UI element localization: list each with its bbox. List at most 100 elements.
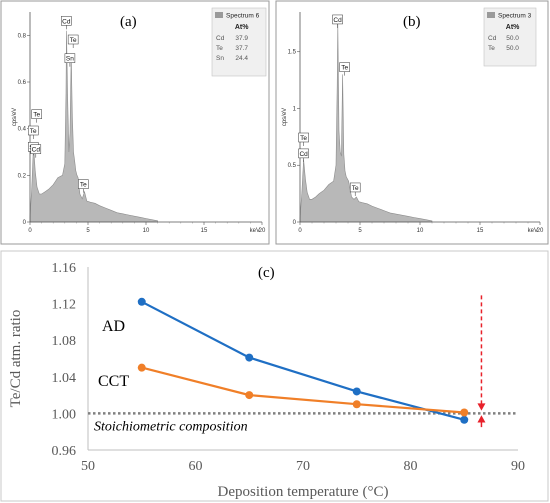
data-point-ad — [352, 387, 361, 396]
x-tick-label: 10 — [417, 228, 424, 234]
spectrum-area — [299, 23, 433, 223]
peak-label: Sn — [66, 56, 74, 63]
panel-b-letter: (b) — [403, 14, 421, 30]
peak-label: Te — [30, 128, 37, 135]
y-tick-label: 0.4 — [18, 127, 27, 133]
peak-label-box — [27, 125, 39, 136]
peak-label-box — [61, 16, 72, 26]
y-tick-label: 0.96 — [52, 444, 77, 459]
legend-header: At% — [235, 24, 249, 31]
y-tick-label: 1.12 — [52, 298, 77, 313]
peak-label: Cd — [62, 18, 71, 25]
data-point-cct — [245, 391, 254, 400]
x-tick-label: 0 — [28, 228, 32, 234]
peak-label-box — [298, 132, 309, 143]
legend-value: 37.7 — [235, 45, 248, 52]
peak-label-box — [31, 109, 42, 119]
y-tick-label: 0.8 — [18, 33, 27, 39]
x-axis-unit: keV — [250, 228, 260, 234]
peak-label: Te — [80, 182, 87, 189]
x-tick-label: 0 — [298, 228, 302, 234]
y-axis-label: cps/eV — [282, 108, 288, 126]
peak-label-box — [332, 14, 343, 25]
y-tick-label: 1.04 — [52, 371, 77, 386]
legend-element: Cd — [488, 35, 497, 42]
data-point-ad — [245, 353, 254, 362]
legend-value: 50.0 — [506, 45, 519, 52]
y-axis-label: cps/eV — [12, 108, 18, 126]
peak-label: Te — [341, 65, 348, 72]
y-tick-label: 0 — [293, 220, 297, 226]
x-axis-label: Deposition temperature (°C) — [218, 484, 389, 500]
peak-label: Cd — [333, 17, 342, 24]
y-tick-label: 1.16 — [52, 261, 77, 276]
legend-value: 37.9 — [235, 35, 248, 42]
x-tick-label: 50 — [81, 459, 95, 474]
series-line-ad — [141, 300, 465, 421]
x-tick-label: 90 — [511, 459, 525, 474]
peak-label-box — [64, 53, 76, 63]
x-tick-label: 5 — [358, 228, 362, 234]
peak-label: Cd — [32, 147, 41, 154]
y-tick-label: 0.2 — [18, 173, 27, 179]
data-point-cct — [137, 363, 146, 372]
x-axis-unit: keV — [528, 228, 538, 234]
x-tick-label: 10 — [143, 228, 150, 234]
x-tick-label: 70 — [296, 459, 310, 474]
legend-swatch — [215, 12, 223, 18]
legend-header: At% — [506, 24, 520, 31]
te-cd-ratio-chart: 50 60 70 80 90 0.96 1.00 1.04 1.08 1.12 1.16 Deposi… — [8, 261, 525, 500]
data-point-cct — [352, 400, 361, 409]
red-arrow-up-head — [477, 415, 486, 423]
legend-element: Sn — [216, 55, 224, 62]
spectrum-area — [29, 30, 158, 223]
data-point-ad — [137, 297, 146, 306]
peak-label-box — [67, 34, 79, 45]
peak-label-box — [78, 179, 89, 189]
legend-swatch — [487, 12, 495, 18]
y-tick-label: 1 — [293, 106, 297, 112]
peak-label: Te — [70, 37, 77, 44]
data-point-cct — [460, 408, 469, 417]
legend-value: 24.4 — [235, 55, 248, 62]
x-tick-label: 15 — [201, 228, 208, 234]
x-tick-label: 5 — [86, 228, 90, 234]
panel-c-letter: (c) — [258, 265, 275, 281]
legend-element: Te — [488, 45, 495, 52]
x-tick-label: 20 — [259, 228, 266, 234]
y-tick-label: 1.5 — [288, 50, 297, 56]
legend-title: Spectrum 6 — [226, 13, 260, 20]
panel-c-frame — [0, 250, 549, 502]
legend-value: 50.0 — [506, 35, 519, 42]
peak-label: Cd — [299, 151, 308, 158]
reference-line-label: Stoichiometric composition — [94, 419, 248, 434]
data-point-ad — [460, 415, 469, 424]
x-tick-label: 15 — [477, 228, 484, 234]
y-tick-label: 0 — [23, 220, 27, 226]
legend-element: Cd — [216, 35, 225, 42]
x-tick-label: 80 — [404, 459, 418, 474]
x-tick-label: 60 — [189, 459, 203, 474]
peak-label-box — [30, 144, 42, 154]
panel-a-letter: (a) — [120, 14, 137, 30]
x-tick-label: 20 — [537, 228, 544, 234]
series-label-ad: AD — [102, 318, 125, 335]
series-line-cct — [141, 366, 465, 414]
peak-label-box — [298, 148, 309, 159]
peak-label-box — [349, 182, 361, 193]
peak-label: Te — [352, 185, 359, 192]
legend-element: Te — [216, 45, 223, 52]
y-tick-label: 0.5 — [288, 163, 297, 169]
peak-label-box — [339, 62, 350, 72]
y-axis-label: Te/Cd atm. ratio — [8, 310, 24, 408]
series-label-cct: CCT — [98, 373, 129, 390]
red-arrow-down-head — [477, 403, 486, 411]
peak-label: Te — [33, 112, 40, 119]
legend-title: Spectrum 3 — [498, 13, 532, 20]
y-tick-label: 0.6 — [18, 80, 27, 86]
y-tick-label: 1.08 — [52, 334, 77, 349]
peak-label: Te — [300, 135, 307, 142]
